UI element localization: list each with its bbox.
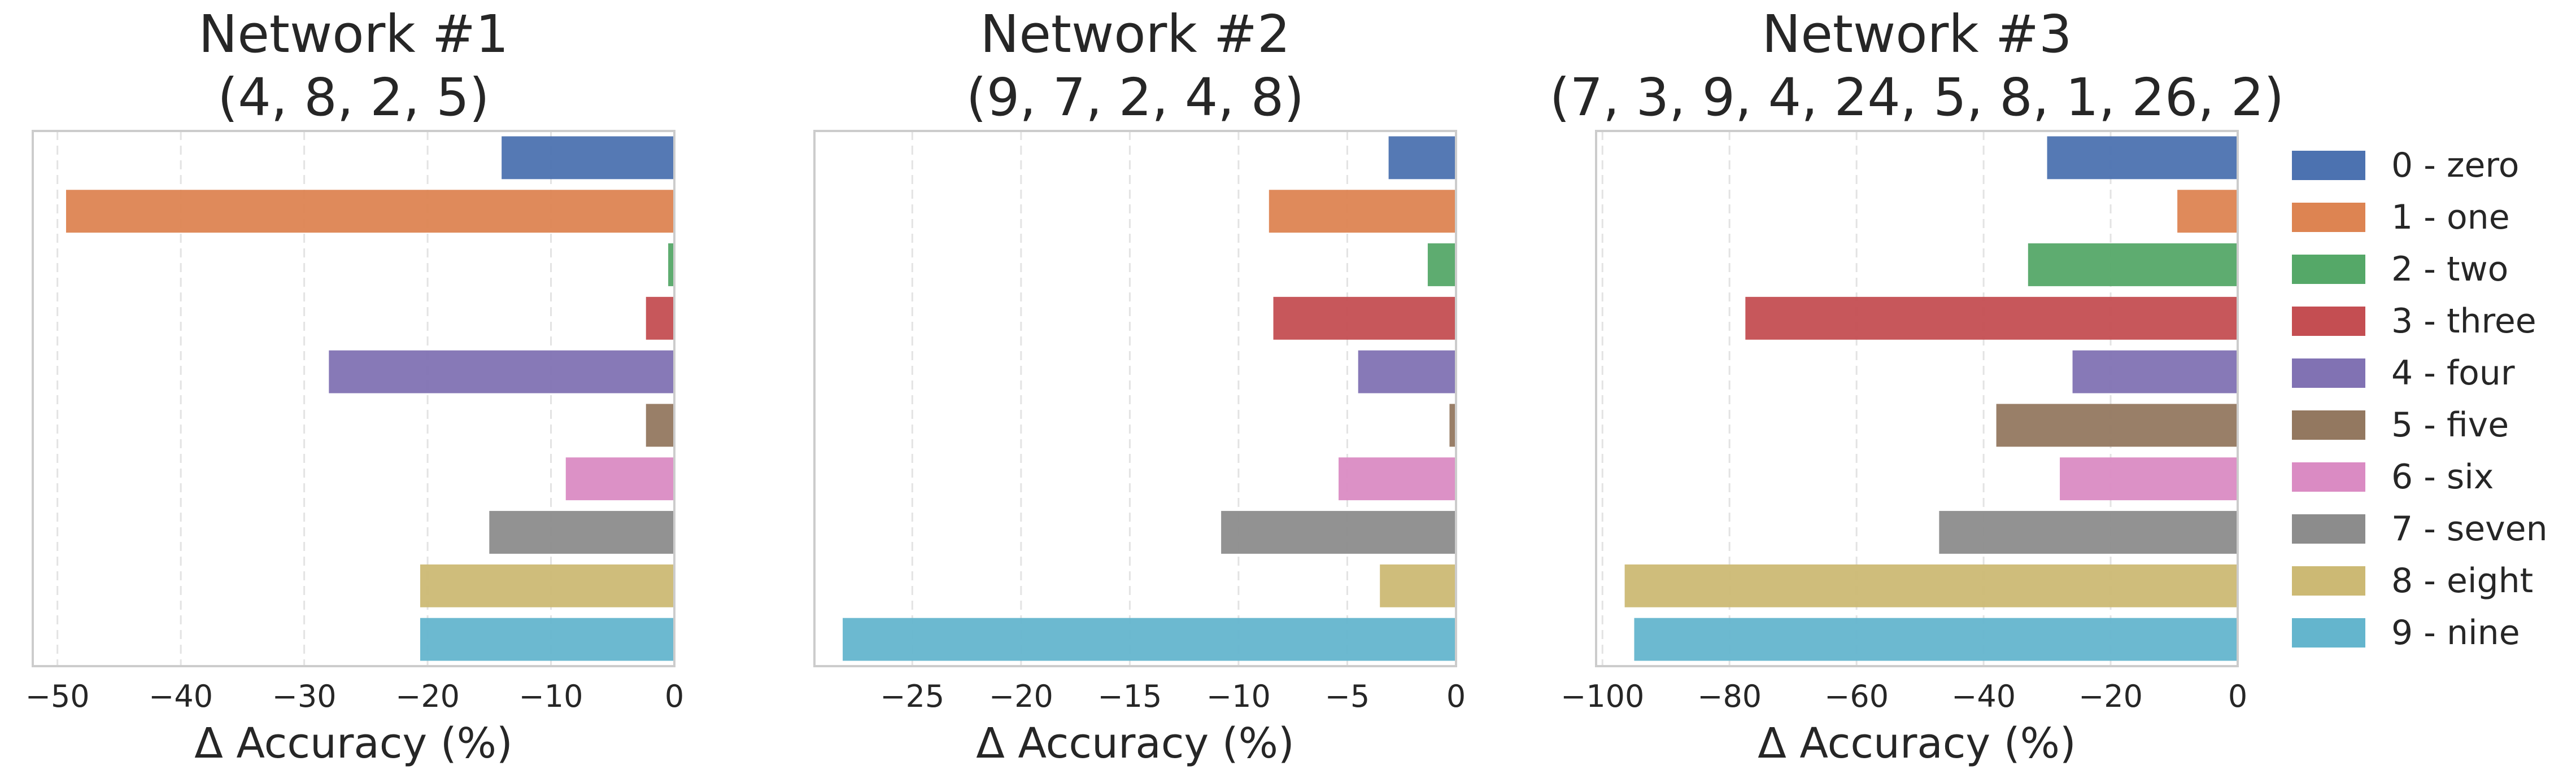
bar-1-1-one (66, 190, 674, 233)
x-tick-label-3-2: −60 (1824, 679, 1889, 714)
chart-title-3: Network #3 (1762, 4, 2072, 64)
legend-label-6: 6 - six (2391, 457, 2494, 497)
legend-swatch-8 (2292, 566, 2365, 596)
bar-3-8-eight (1624, 564, 2238, 607)
x-tick-label-2-1: −20 (989, 679, 1053, 714)
chart-title-1: Network #1 (199, 4, 509, 64)
x-tick-label-2-4: −5 (1325, 679, 1370, 714)
bar-2-1-one (1269, 190, 1456, 233)
bar-1-2-two (668, 243, 674, 286)
x-tick-label-3-5: 0 (2228, 679, 2247, 714)
x-tick-label-3-3: −40 (1951, 679, 2016, 714)
legend-label-4: 4 - four (2391, 353, 2515, 393)
bar-1-5-five (646, 404, 674, 447)
legend-label-9: 9 - nine (2391, 613, 2520, 653)
bar-2-2-two (1427, 243, 1456, 286)
axes-frame-1 (32, 130, 675, 667)
x-tick-label-3-4: −20 (2078, 679, 2143, 714)
legend-swatch-1 (2292, 203, 2365, 232)
legend-swatch-5 (2292, 410, 2365, 440)
x-axis-label-3: Δ Accuracy (%) (1758, 719, 2076, 768)
x-tick-label-1-0: −50 (25, 679, 90, 714)
bar-1-4-four (329, 350, 674, 393)
legend-label-2: 2 - two (2391, 250, 2508, 289)
x-tick-label-2-5: 0 (1446, 679, 1466, 714)
legend-swatch-0 (2292, 151, 2365, 180)
chart-subtitle-3: (7, 3, 9, 4, 24, 5, 8, 1, 26, 2) (1550, 67, 2285, 128)
axes-frame-2 (813, 130, 1457, 667)
legend-swatch-9 (2292, 618, 2365, 648)
legend-swatch-4 (2292, 358, 2365, 388)
bar-3-3-three (1745, 296, 2238, 340)
axes-frame-3 (1595, 130, 2239, 667)
bar-3-7-seven (1939, 511, 2238, 554)
legend-label-5: 5 - five (2391, 405, 2509, 445)
legend-swatch-3 (2292, 307, 2365, 336)
x-tick-label-1-2: −30 (272, 679, 337, 714)
bar-2-6-six (1339, 457, 1456, 501)
x-tick-label-2-3: −10 (1206, 679, 1271, 714)
x-axis-label-1: Δ Accuracy (%) (194, 719, 513, 768)
bar-2-5-five (1449, 404, 1456, 447)
x-tick-label-1-3: −20 (395, 679, 460, 714)
chart-subtitle-2: (9, 7, 2, 4, 8) (966, 67, 1304, 128)
legend-swatch-7 (2292, 514, 2365, 544)
legend-label-8: 8 - eight (2391, 561, 2533, 601)
chart-subtitle-1: (4, 8, 2, 5) (217, 67, 489, 128)
bar-2-4-four (1358, 350, 1456, 393)
bar-2-8-eight (1380, 564, 1456, 607)
x-tick-label-1-1: −40 (149, 679, 213, 714)
bar-3-1-one (2177, 190, 2238, 233)
bar-1-8-eight (420, 564, 674, 607)
legend-label-7: 7 - seven (2391, 509, 2548, 549)
bar-3-9-nine (1634, 618, 2238, 661)
bar-1-6-six (565, 457, 674, 501)
legend-swatch-6 (2292, 462, 2365, 492)
legend-label-1: 1 - one (2391, 198, 2510, 237)
x-tick-label-3-0: −100 (1561, 679, 1644, 714)
x-tick-label-1-4: −10 (519, 679, 583, 714)
legend-label-3: 3 - three (2391, 301, 2536, 341)
bar-1-3-three (646, 296, 674, 340)
bar-2-3-three (1273, 296, 1456, 340)
bar-3-2-two (2028, 243, 2238, 286)
bar-2-0-zero (1388, 136, 1456, 180)
x-tick-label-3-1: −80 (1697, 679, 1762, 714)
x-tick-label-2-2: −15 (1097, 679, 1162, 714)
legend-label-0: 0 - zero (2391, 146, 2519, 185)
bar-3-5-five (1996, 404, 2238, 447)
bar-3-0-zero (2047, 136, 2238, 180)
bar-2-7-seven (1221, 511, 1456, 554)
legend-swatch-2 (2292, 255, 2365, 284)
bar-2-9-nine (843, 618, 1456, 661)
bar-1-0-zero (502, 136, 674, 180)
bar-1-9-nine (420, 618, 674, 661)
chart-title-2: Network #2 (980, 4, 1291, 64)
x-tick-label-2-0: −25 (880, 679, 944, 714)
x-axis-label-2: Δ Accuracy (%) (976, 719, 1294, 768)
x-tick-label-1-5: 0 (665, 679, 684, 714)
bar-1-7-seven (489, 511, 674, 554)
bar-3-6-six (2060, 457, 2238, 501)
bar-3-4-four (2072, 350, 2238, 393)
